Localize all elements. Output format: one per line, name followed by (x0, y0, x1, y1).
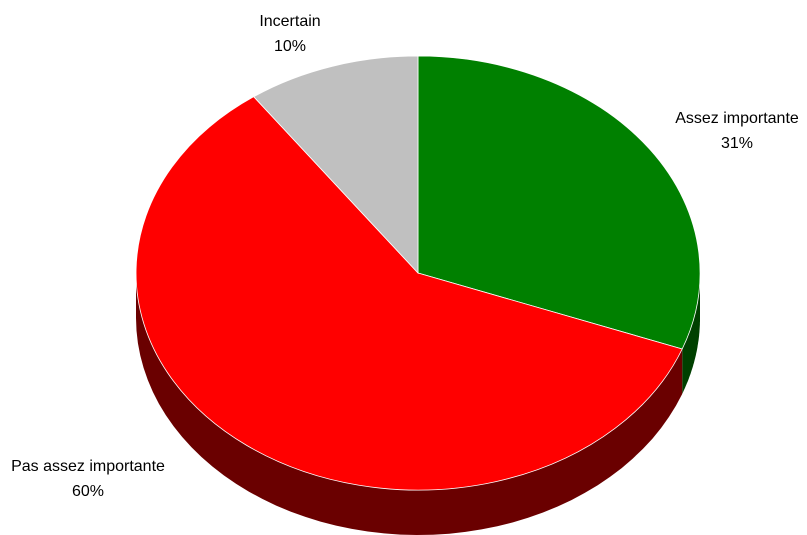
slice-label-value-0: 31% (721, 135, 753, 152)
pie-sides (136, 273, 700, 535)
slice-label-value-1: 60% (72, 483, 104, 500)
pie-side-0 (682, 273, 700, 394)
slice-label-name-0: Assez importante (675, 110, 799, 127)
slice-label-name-2: Incertain (259, 13, 320, 30)
pie-slice-2 (253, 55, 419, 275)
slice-label-value-2: 10% (274, 38, 306, 55)
slice-label-name-1: Pas assez importante (11, 458, 165, 475)
pie-slice-1 (135, 96, 683, 491)
pie-labels: Assez importante 31% Pas assez important… (11, 13, 799, 500)
pie-side-1 (136, 273, 683, 535)
pie-slices (135, 55, 701, 491)
pie-slice-0 (417, 55, 701, 350)
